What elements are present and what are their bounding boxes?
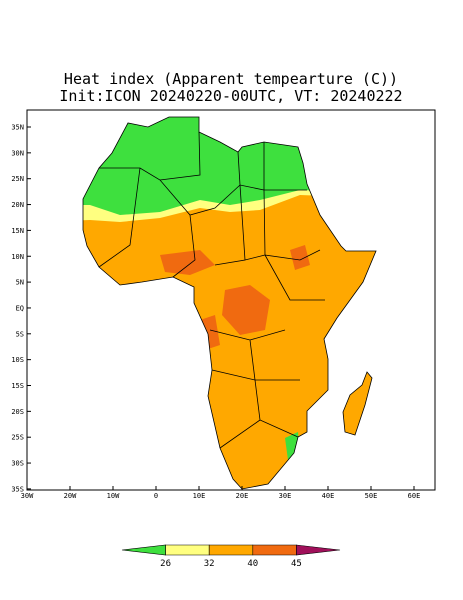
lat-label: 10S [11, 356, 24, 364]
colorbar-label: 32 [204, 559, 215, 569]
lat-label: 25S [11, 434, 24, 442]
lat-label: 5N [16, 279, 24, 287]
lon-label: 10W [107, 492, 120, 500]
lat-label: 35N [11, 124, 24, 132]
lat-label: 30S [11, 460, 24, 468]
lon-label: 60E [408, 492, 421, 500]
lat-label: 15S [11, 382, 24, 390]
colorbar-segment [208, 544, 254, 556]
lon-label: 30W [21, 492, 34, 500]
colorbar-segment [252, 544, 297, 556]
colorbar-label: 45 [291, 559, 302, 569]
lat-label: 10N [11, 253, 24, 261]
lat-label: 5S [16, 330, 24, 338]
lon-label: 40E [322, 492, 335, 500]
zone-very-hot [290, 245, 310, 270]
colorbar-label: 26 [160, 559, 171, 569]
lat-label: 15N [11, 227, 24, 235]
lat-label: EQ [16, 304, 24, 312]
lon-label: 30E [279, 492, 292, 500]
lat-label: 20S [11, 408, 24, 416]
lon-label: 20W [64, 492, 77, 500]
borders [82, 116, 377, 490]
zone-very-hot [160, 250, 215, 275]
zone-very-hot [222, 285, 270, 335]
lat-label: 35S [11, 485, 24, 493]
lon-label: 50E [365, 492, 378, 500]
colorbar-segment [121, 544, 166, 556]
lon-label: 20E [236, 492, 249, 500]
map-title: Heat index (Apparent tempearture (C)) [64, 70, 398, 88]
colorbar-segment [296, 544, 341, 556]
lat-label: 20N [11, 201, 24, 209]
lon-label: 10E [193, 492, 206, 500]
lat-label: 30N [11, 149, 24, 157]
colorbar-label: 40 [247, 559, 258, 569]
lat-label: 25N [11, 175, 24, 183]
map-subtitle: Init:ICON 20240220-00UTC, VT: 20240222 [59, 87, 402, 105]
colorbar-segment [165, 544, 210, 556]
lon-label: 0 [154, 492, 158, 500]
